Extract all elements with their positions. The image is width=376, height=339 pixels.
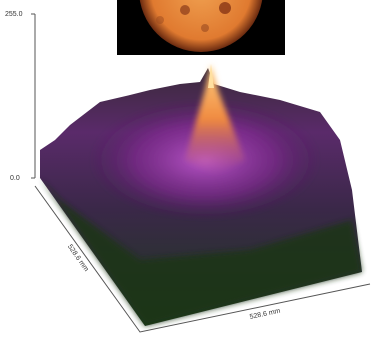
- z-tick-label: 0.0: [10, 175, 20, 182]
- inset-image: [117, 0, 285, 55]
- z-tick-label: 255.0: [5, 11, 23, 18]
- y-axis-label: 528.6 mm: [66, 243, 90, 273]
- base-axes: [34, 185, 371, 333]
- surface: [40, 64, 362, 326]
- x-axis-label: 528.6 mm: [249, 308, 281, 321]
- axes: [31, 13, 371, 333]
